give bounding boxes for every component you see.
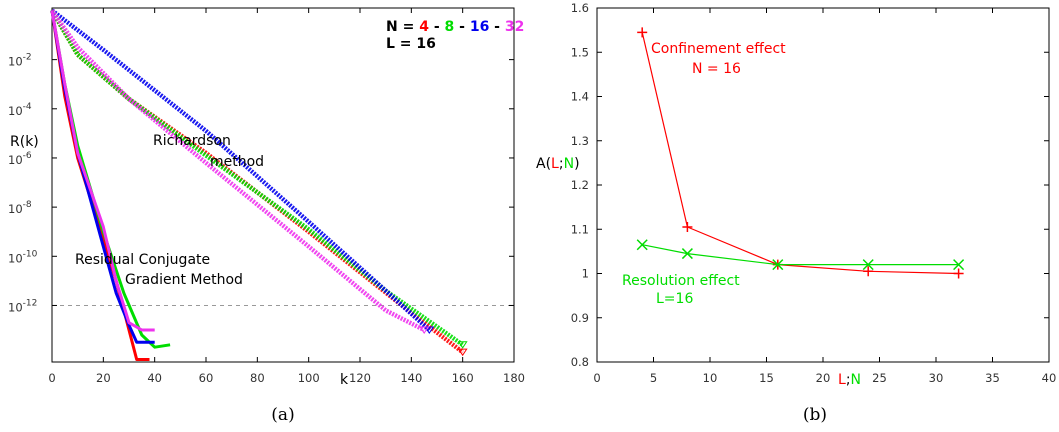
y-tick-label-a: 10-6	[8, 151, 32, 167]
x-tick-label-a: 180	[503, 371, 525, 385]
x-tick-label-b: 40	[1042, 371, 1057, 385]
legend-sep-3: -	[489, 19, 505, 35]
x-ticks-a: 0 20 40 60 80 100 120 140 160 180	[48, 8, 525, 385]
caption-b: (b)	[803, 405, 827, 425]
x-axis-label-b: L;N	[838, 372, 861, 388]
y-tick-label-b: 1.5	[571, 45, 589, 59]
annotation-confinement-1: Confinement effect	[651, 41, 786, 57]
x-tick-label-b: 10	[703, 371, 718, 385]
legend-sep-2: -	[454, 19, 470, 35]
x-tick-label-a: 20	[96, 371, 111, 385]
series-group-b	[636, 27, 965, 279]
legend-item-4: 4	[419, 19, 429, 35]
plus-marker	[953, 268, 964, 279]
x-tick-label-a: 120	[349, 371, 371, 385]
rcg-series-n32	[50, 10, 155, 332]
y-ticks-b: 0.8 0.9 1 1.1 1.2 1.3 1.4 1.5 1.6	[571, 1, 1049, 369]
legend-item-16: 16	[470, 19, 489, 35]
y-label-prefix: A(	[536, 156, 551, 172]
panel-b: 0 5 10 15 20 25 30 35 40 0.8 0.9 1 1.1 1.2 1.3 1.4 1.5 1…	[536, 1, 1056, 425]
x-tick-label-b: 30	[929, 371, 944, 385]
cross-marker	[862, 259, 874, 271]
x-tick-label-b: 15	[759, 371, 774, 385]
y-tick-label-b: 1.1	[571, 222, 589, 236]
annotation-cg-2: Gradient Method	[125, 272, 243, 288]
y-tick-label-b: 1.4	[571, 90, 589, 104]
y-axis-label-b: A(L;N)	[536, 156, 580, 172]
plus-marker	[863, 266, 874, 277]
x-tick-label-b: 25	[872, 371, 887, 385]
richardson-end-marker-n4	[457, 348, 468, 357]
x-label-n: N	[851, 372, 861, 388]
plus-marker	[682, 222, 693, 233]
y-tick-label-b: 1.6	[571, 1, 589, 15]
series-line-cross	[642, 244, 959, 266]
y-label-suffix: )	[574, 156, 579, 172]
legend-l: L = 16	[386, 36, 436, 52]
richardson-end-marker-n32	[419, 326, 430, 334]
rcg-series-n16	[50, 10, 155, 344]
y-tick-label-b: 0.8	[571, 355, 589, 369]
legend-item-8: 8	[445, 19, 455, 35]
cross-marker	[681, 248, 693, 260]
richardson-end-marker-n8	[457, 341, 468, 349]
richardson-series-n16	[50, 8, 431, 332]
x-tick-label-a: 160	[452, 371, 474, 385]
annotation-confinement-2: N = 16	[692, 61, 741, 77]
rcg-series-n4	[50, 10, 150, 361]
legend-sep-1: -	[429, 19, 445, 35]
y-label-n: N	[564, 156, 574, 172]
cross-marker	[953, 259, 965, 271]
legend-item-32: 32	[505, 19, 524, 35]
y-label-l: L	[551, 156, 559, 172]
x-tick-label-b: 5	[650, 371, 657, 385]
plot-frame-a	[51, 7, 515, 363]
y-tick-label-b: 1	[582, 267, 589, 281]
y-tick-label-a: 10-4	[8, 102, 32, 118]
y-label-sep: ;	[559, 156, 564, 172]
richardson-series-n8	[50, 9, 464, 347]
y-tick-label-b: 0.9	[571, 311, 589, 325]
x-ticks-b: 0 5 10 15 20 25 30 35 40	[593, 8, 1056, 385]
series-line-plus	[641, 32, 959, 275]
x-tick-label-a: 140	[400, 371, 422, 385]
annotation-resolution-2: L=16	[656, 291, 693, 307]
y-tick-label-a: 10-12	[8, 298, 37, 314]
cross-marker	[636, 239, 648, 251]
series-group-a	[50, 8, 468, 361]
x-tick-label-b: 0	[593, 371, 600, 385]
richardson-end-marker-n16	[424, 326, 435, 334]
rcg-series-n8	[50, 10, 171, 349]
y-tick-label-a: 10-2	[8, 53, 32, 69]
annotation-richardson-1: Richardson	[153, 133, 231, 149]
legend-prefix: N =	[386, 19, 419, 35]
x-tick-label-a: 80	[250, 371, 265, 385]
x-label-l: L	[838, 372, 846, 388]
x-tick-label-a: 0	[48, 371, 55, 385]
richardson-series-n32	[50, 9, 426, 333]
x-tick-label-a: 60	[199, 371, 214, 385]
x-tick-label-a: 40	[147, 371, 162, 385]
legend-n: N = 4 - 8 - 16 - 32	[386, 19, 524, 35]
y-tick-label-b: 1.2	[571, 178, 589, 192]
x-axis-label-a: k	[340, 372, 349, 388]
x-tick-label-b: 35	[985, 371, 1000, 385]
cross-marker	[772, 259, 784, 271]
plus-marker	[637, 27, 648, 38]
annotation-resolution-1: Resolution effect	[622, 273, 740, 289]
annotation-cg-1: Residual Conjugate	[75, 252, 210, 268]
y-tick-label-b: 1.3	[571, 134, 589, 148]
x-tick-label-a: 100	[298, 371, 320, 385]
x-tick-label-b: 20	[816, 371, 831, 385]
y-axis-label-a: R(k)	[10, 134, 39, 150]
y-tick-label-a: 10-8	[8, 200, 32, 216]
annotation-richardson-2: method	[210, 154, 264, 170]
x-label-sep: ;	[846, 372, 851, 388]
y-tick-label-a: 10-10	[8, 249, 38, 265]
panel-a: 0 20 40 60 80 100 120 140 160 180 10-210-410-610-…	[8, 7, 525, 425]
plot-frame-b	[596, 7, 1050, 363]
caption-a: (a)	[271, 405, 294, 425]
y-ticks-a: 10-2 10-4 10-6 10-8 10-10 10-12	[8, 53, 514, 314]
